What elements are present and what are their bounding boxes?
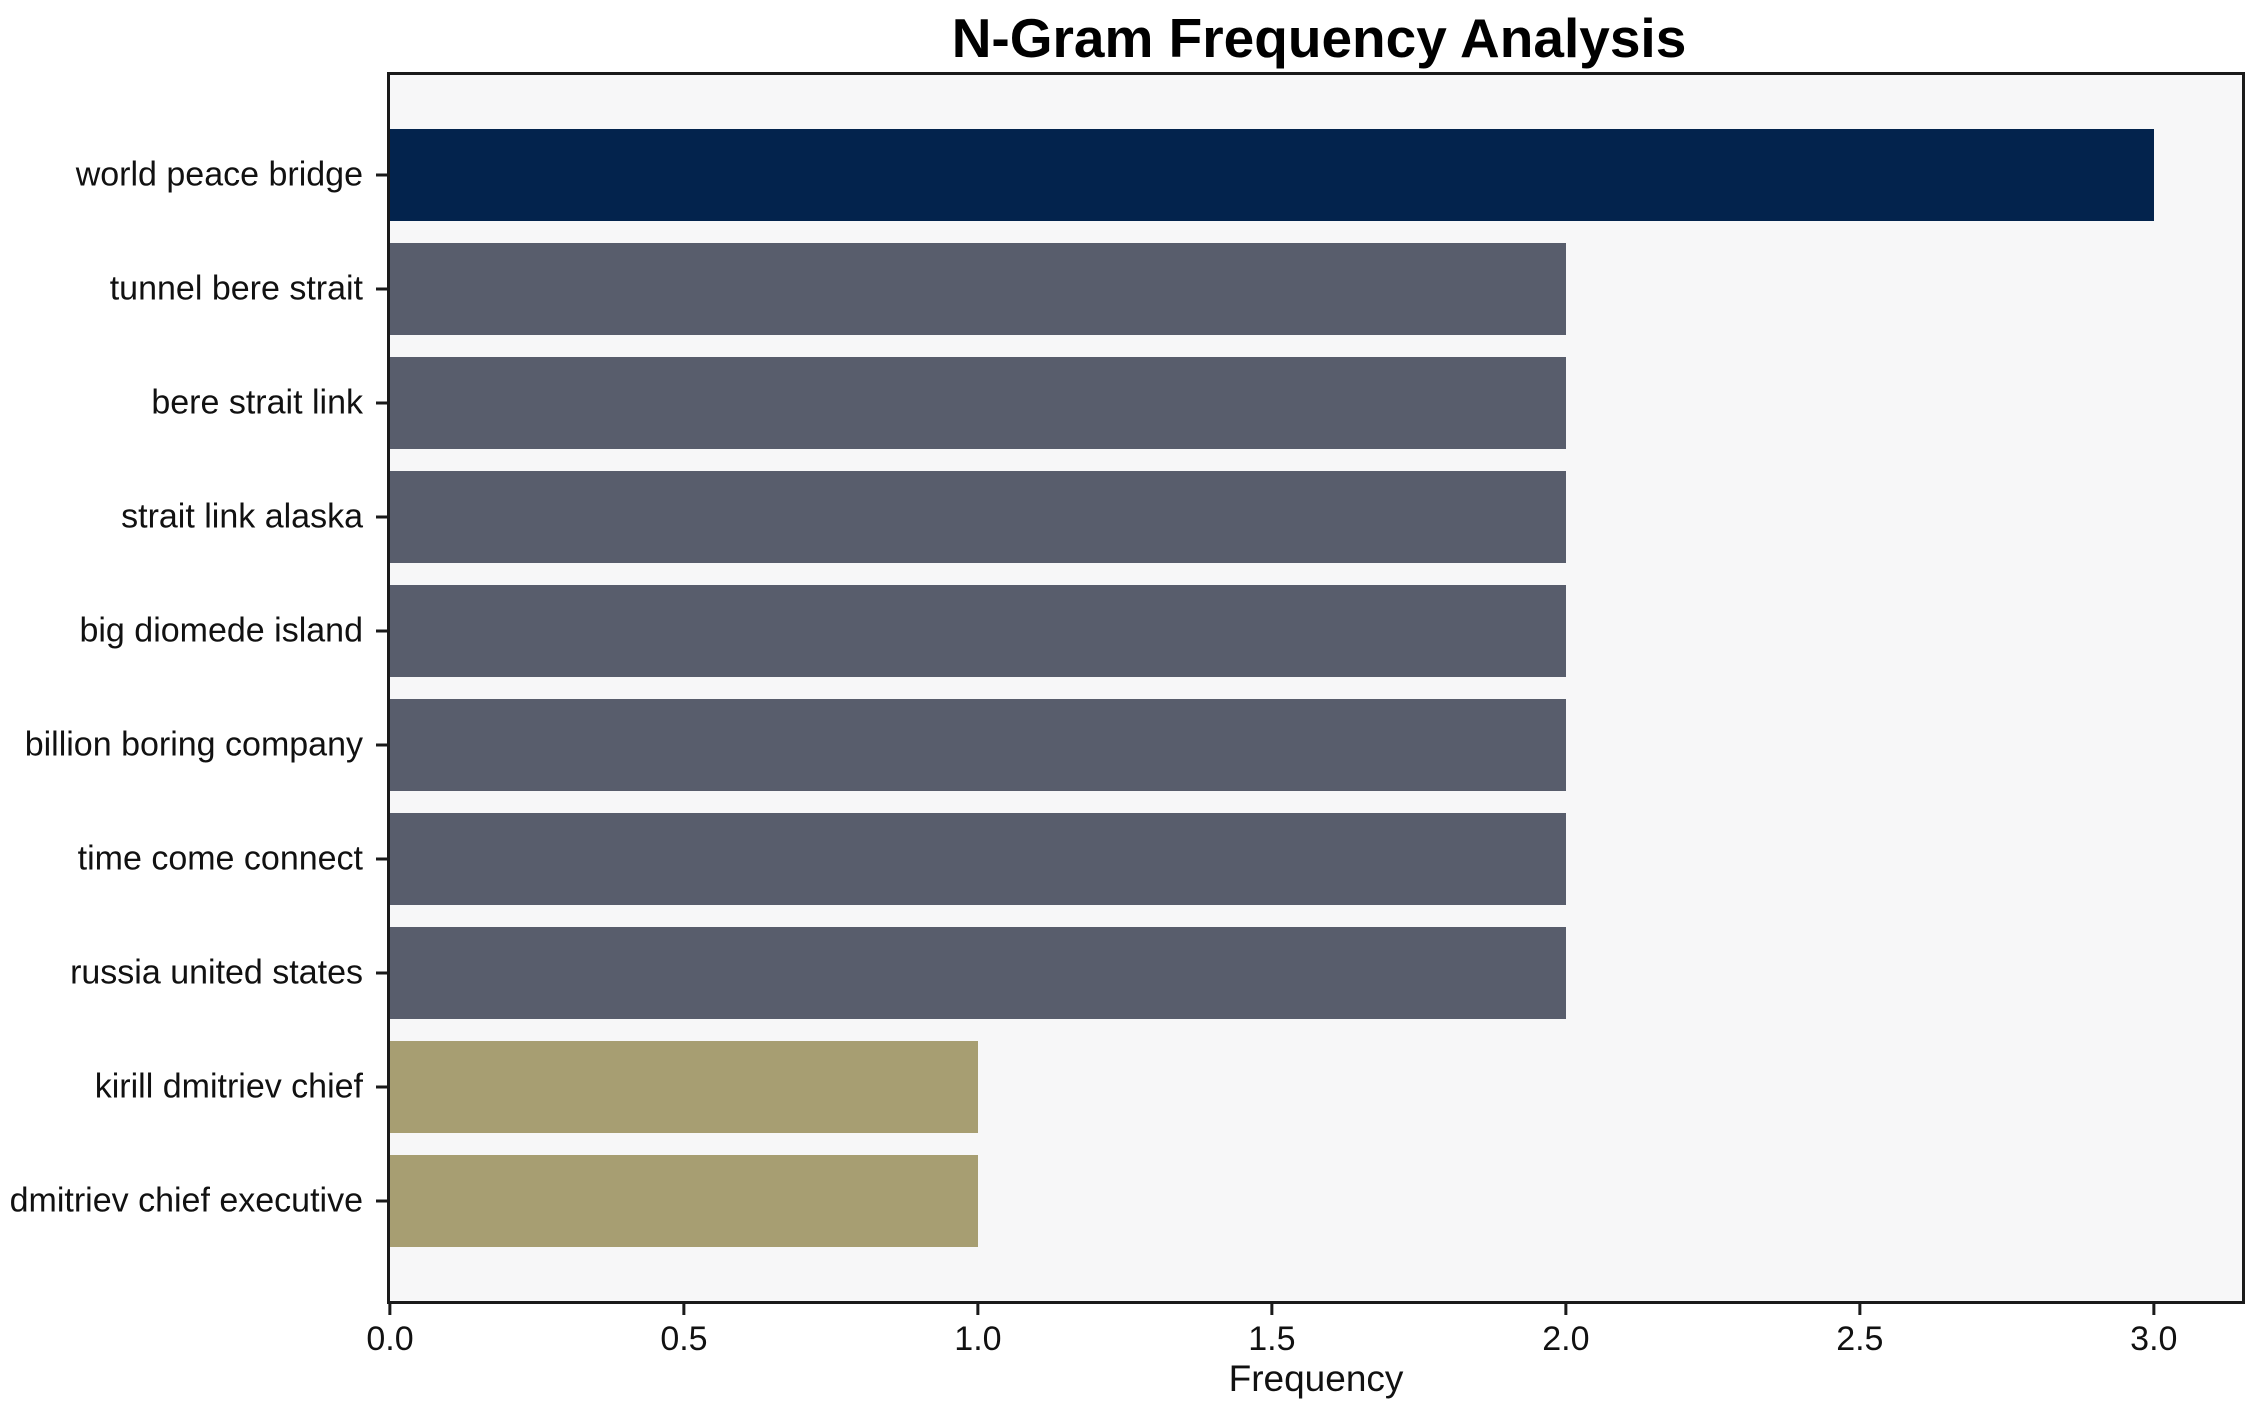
x-tick-mark bbox=[1858, 1304, 1862, 1315]
chart-title: N-Gram Frequency Analysis bbox=[951, 7, 1687, 69]
x-tick-mark bbox=[1564, 1304, 1568, 1315]
x-tick-label: 3.0 bbox=[2130, 1320, 2178, 1358]
x-tick: 2.5 bbox=[1836, 1304, 1883, 1359]
x-tick-mark bbox=[682, 1304, 686, 1315]
x-tick-label: 0.5 bbox=[660, 1320, 708, 1358]
x-tick-label: 2.0 bbox=[1542, 1320, 1590, 1358]
bar-russia-united-states bbox=[390, 927, 1566, 1019]
bar-tunnel-bere-strait bbox=[390, 243, 1566, 335]
chart-row: dmitriev chief executive bbox=[10, 1155, 2242, 1247]
x-tick-label: 1.0 bbox=[954, 1320, 1002, 1358]
y-tick-label: tunnel bere strait bbox=[109, 269, 363, 308]
y-tick-label: billion boring company bbox=[24, 725, 363, 764]
y-tick-label: dmitriev chief executive bbox=[9, 1181, 363, 1220]
y-tick-mark bbox=[376, 971, 387, 975]
bar-dmitriev-chief-executive bbox=[390, 1155, 978, 1247]
bar-billion-boring-company bbox=[390, 699, 1566, 791]
x-tick-label: 0.0 bbox=[366, 1320, 414, 1358]
chart-row: russia united states bbox=[70, 927, 2242, 1019]
y-tick-mark bbox=[376, 1199, 387, 1203]
y-tick-mark bbox=[376, 743, 387, 747]
x-axis-label: Frequency bbox=[1228, 1358, 1404, 1399]
chart-row: kirill dmitriev chief bbox=[95, 1041, 2242, 1133]
plot-area: world peace bridge tunnel bere strait bere… bbox=[10, 72, 2245, 1399]
x-tick: 1.0 bbox=[954, 1304, 1002, 1359]
x-tick: 0.5 bbox=[660, 1304, 708, 1359]
y-tick-mark bbox=[376, 287, 387, 291]
bar-world-peace-bridge bbox=[390, 129, 2154, 221]
chart-row: tunnel bere strait bbox=[110, 243, 2242, 335]
x-tick: 1.5 bbox=[1248, 1304, 1296, 1359]
chart-row: time come connect bbox=[78, 813, 2242, 905]
chart-row: world peace bridge bbox=[76, 129, 2242, 221]
bar-bere-strait-link bbox=[390, 357, 1566, 449]
x-tick: 3.0 bbox=[2130, 1304, 2177, 1359]
y-tick-label: big diomede island bbox=[79, 611, 363, 650]
x-tick-label: 2.5 bbox=[1836, 1320, 1884, 1358]
y-tick-label: russia united states bbox=[70, 953, 363, 992]
y-tick-mark bbox=[376, 401, 387, 405]
y-tick-mark bbox=[376, 173, 387, 177]
x-tick-mark bbox=[388, 1304, 392, 1315]
chart-row: strait link alaska bbox=[121, 471, 2242, 563]
y-tick-label: time come connect bbox=[77, 839, 363, 878]
y-tick-label: bere strait link bbox=[151, 383, 363, 422]
chart-row: billion boring company bbox=[25, 699, 2242, 791]
x-tick: 2.0 bbox=[1542, 1304, 1589, 1359]
chart-row: bere strait link bbox=[151, 357, 2242, 449]
y-tick-mark bbox=[376, 1085, 387, 1089]
x-tick-label: 1.5 bbox=[1248, 1320, 1296, 1358]
y-tick-mark bbox=[376, 515, 387, 519]
x-tick-mark bbox=[1270, 1304, 1274, 1315]
x-tick-mark bbox=[976, 1304, 980, 1315]
y-tick-label: strait link alaska bbox=[121, 497, 363, 536]
y-tick-mark bbox=[376, 857, 387, 861]
y-tick-label: kirill dmitriev chief bbox=[94, 1067, 363, 1106]
bar-time-come-connect bbox=[390, 813, 1566, 905]
bar-big-diomede-island bbox=[390, 585, 1566, 677]
y-tick-label: world peace bridge bbox=[75, 155, 363, 194]
bar-strait-link-alaska bbox=[390, 471, 1566, 563]
x-tick-mark bbox=[2152, 1304, 2156, 1315]
bars-container: world peace bridge tunnel bere strait bere… bbox=[10, 75, 2242, 1301]
x-tick: 0.0 bbox=[366, 1304, 414, 1359]
chart-row: big diomede island bbox=[79, 585, 2242, 677]
bar-kirill-dmitriev-chief bbox=[390, 1041, 978, 1133]
y-tick-mark bbox=[376, 629, 387, 633]
